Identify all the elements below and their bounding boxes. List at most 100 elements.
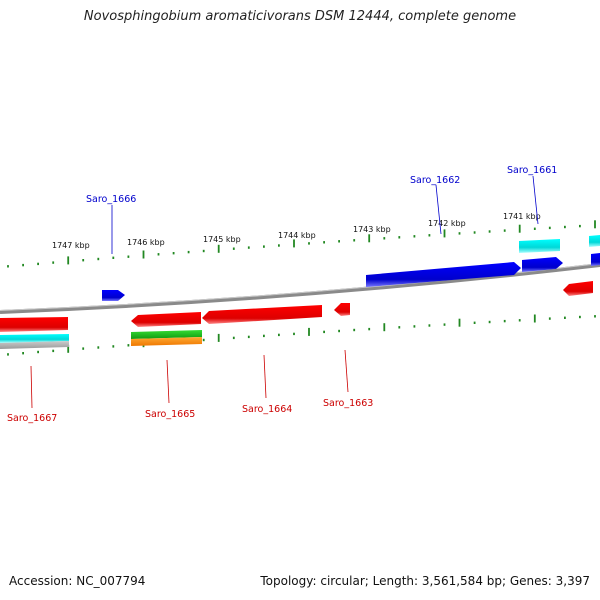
minor-tick: [473, 231, 476, 234]
gene-label-saro-1666[interactable]: Saro_1666: [86, 194, 136, 205]
major-tick: [443, 229, 446, 238]
gene-edge-forward[interactable]: [591, 253, 600, 266]
minor-tick: [293, 332, 295, 336]
gene-saro-1662[interactable]: [366, 262, 521, 287]
minor-tick: [112, 256, 115, 259]
gene-label-saro-1664[interactable]: Saro_1664: [242, 404, 292, 415]
gene-label-saro-1662[interactable]: Saro_1662: [410, 175, 460, 186]
minor-tick: [338, 329, 340, 333]
leader-saro-1661: [532, 175, 539, 225]
major-tick: [368, 234, 371, 243]
major-tick: [293, 239, 295, 248]
minor-tick: [533, 227, 536, 230]
cyan-feature-bottom[interactable]: [0, 334, 69, 343]
cyan-feature-top-edge[interactable]: [589, 235, 600, 247]
gene-label-saro-1667[interactable]: Saro_1667: [7, 413, 57, 424]
leader-saro-1664: [263, 354, 267, 399]
minor-tick: [594, 315, 596, 318]
major-tick: [217, 333, 220, 342]
kbp-label-1742: 1742 kbp: [428, 219, 466, 228]
leader-saro-1662: [435, 184, 442, 235]
leader-saro-1663: [344, 349, 349, 393]
major-tick: [458, 318, 461, 327]
gene-saro-1666[interactable]: [102, 290, 125, 301]
minor-tick: [22, 352, 24, 355]
minor-tick: [308, 242, 310, 245]
minor-tick: [548, 317, 551, 320]
minor-tick: [7, 353, 9, 356]
leader-saro-1665: [166, 359, 170, 404]
minor-tick: [323, 330, 325, 334]
minor-tick: [548, 226, 551, 230]
minor-tick: [37, 262, 39, 266]
gene-saro-1661[interactable]: [522, 257, 563, 272]
green-feature-bottom[interactable]: [131, 330, 202, 339]
minor-tick: [383, 237, 386, 240]
minor-tick: [564, 225, 566, 229]
minor-tick: [127, 255, 130, 258]
minor-tick: [202, 338, 205, 342]
minor-tick: [157, 253, 160, 256]
minor-tick: [247, 246, 250, 249]
minor-tick: [247, 335, 250, 339]
gene-label-saro-1663[interactable]: Saro_1663: [323, 398, 373, 409]
gene-saro-1667[interactable]: [0, 317, 68, 332]
minor-tick: [353, 239, 356, 242]
major-tick: [67, 256, 70, 265]
minor-tick: [278, 244, 280, 247]
minor-tick: [473, 321, 476, 324]
genome-title: Novosphingobium aromaticivorans DSM 1244…: [83, 9, 517, 24]
minor-tick: [278, 333, 280, 337]
orange-feature-bottom[interactable]: [131, 337, 202, 346]
gene-label-saro-1665[interactable]: Saro_1665: [145, 409, 195, 420]
kbp-label-1744: 1744 kbp: [278, 231, 316, 240]
minor-tick: [398, 326, 401, 329]
minor-tick: [503, 229, 506, 232]
leader-saro-1667: [30, 365, 33, 409]
major-tick: [518, 224, 521, 233]
major-tick: [142, 250, 145, 259]
major-tick: [383, 323, 386, 332]
gene-saro-1663[interactable]: [334, 303, 350, 316]
gene-saro-1664[interactable]: [202, 305, 322, 324]
major-tick: [67, 344, 70, 353]
minor-tick: [323, 241, 325, 244]
major-tick: [533, 314, 536, 323]
minor-tick: [428, 324, 431, 327]
gene-saro-1665[interactable]: [131, 312, 201, 327]
gene-edge-reverse[interactable]: [563, 281, 593, 296]
minor-tick: [187, 250, 190, 254]
genome-backbone: [0, 263, 600, 314]
minor-tick: [428, 234, 431, 237]
minor-tick: [579, 224, 581, 228]
minor-tick: [202, 249, 205, 253]
minor-tick: [353, 328, 356, 332]
minor-tick: [37, 350, 39, 354]
minor-tick: [518, 319, 521, 322]
kbp-label-1746: 1746 kbp: [127, 238, 165, 247]
gene-label-saro-1661[interactable]: Saro_1661: [507, 165, 557, 176]
minor-tick: [52, 261, 55, 264]
major-tick: [217, 244, 220, 253]
minor-tick: [82, 347, 85, 350]
major-tick: [308, 327, 310, 336]
minor-tick: [413, 325, 416, 328]
minor-tick: [564, 316, 566, 319]
minor-tick: [97, 257, 100, 261]
minor-tick: [127, 344, 130, 347]
minor-tick: [232, 336, 235, 340]
minor-tick: [458, 232, 461, 235]
minor-tick: [232, 247, 235, 250]
minor-tick: [579, 315, 581, 319]
minor-tick: [112, 345, 115, 348]
cyan-feature-top[interactable]: [519, 239, 560, 253]
bottom-tick-track: [7, 314, 596, 356]
minor-tick: [172, 252, 175, 255]
gray-feature-bottom[interactable]: [0, 341, 69, 349]
minor-tick: [7, 265, 9, 268]
minor-tick: [82, 259, 85, 262]
genome-summary: Topology: circular; Length: 3,561,584 bp…: [260, 574, 590, 588]
minor-tick: [488, 230, 491, 233]
minor-tick: [443, 323, 446, 326]
